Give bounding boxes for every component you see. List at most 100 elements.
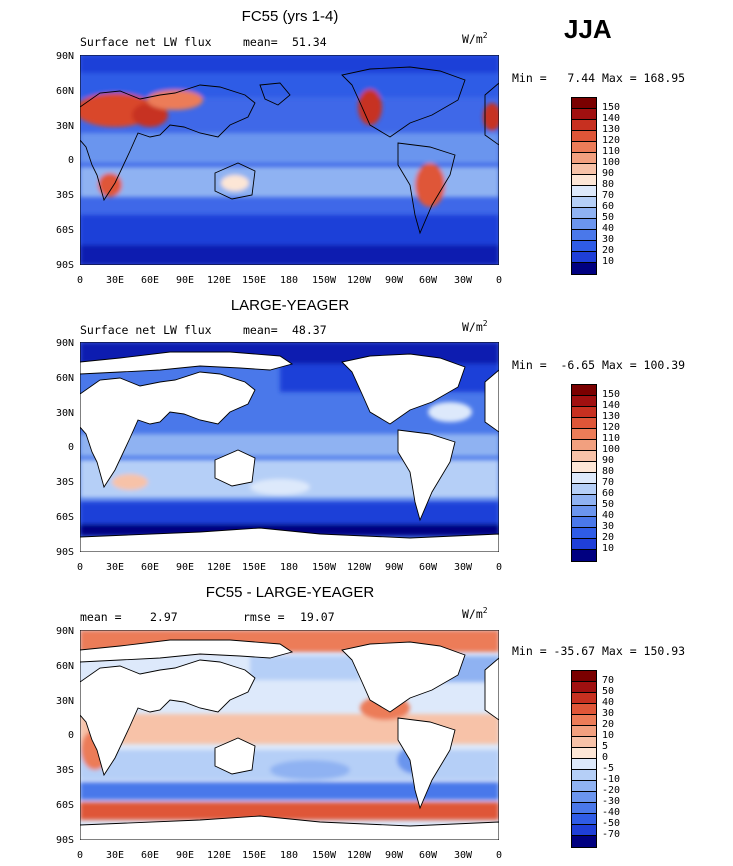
lat-tick: 90N [55, 626, 74, 637]
lat-tick: 30N [55, 121, 74, 132]
legend-label: 140 [602, 113, 621, 124]
mean-label: mean = [80, 610, 122, 624]
lon-tick: 60W [418, 562, 438, 573]
legend-label: 70 [602, 477, 615, 488]
legend-label: 10 [602, 730, 615, 741]
legend-label: 20 [602, 245, 615, 256]
lon-tick: 90W [384, 275, 404, 286]
lon-tick: 60E [140, 562, 160, 573]
legend-label: 120 [602, 135, 621, 146]
mean-label: mean= [243, 323, 278, 337]
legend-label: -10 [602, 774, 621, 785]
legend-label: 60 [602, 201, 615, 212]
west-us-hotspot [358, 89, 382, 125]
lon-tick: 0 [495, 562, 503, 573]
lon-tick: 90E [175, 275, 195, 286]
legend-label: 10 [602, 256, 615, 267]
coastlines [80, 66, 499, 235]
lon-tick: 90W [384, 850, 404, 861]
panel-left-label: Surface net LW flux [80, 35, 212, 49]
legend-label: 30 [602, 521, 615, 532]
southern-ocean-band [80, 802, 499, 820]
legend-label: 140 [602, 400, 621, 411]
panel-title: FC55 - LARGE-YEAGER [205, 584, 375, 601]
legend-label: 90 [602, 168, 615, 179]
land-masses [80, 351, 499, 552]
legend-label: 90 [602, 455, 615, 466]
rmse-label: rmse = [243, 610, 285, 624]
lat-tick: 90N [55, 51, 74, 62]
north-pacific-band [250, 656, 360, 680]
lon-tick: 30W [453, 562, 473, 573]
lat-tick: 60S [55, 512, 74, 523]
legend-label: 110 [602, 146, 621, 157]
lon-tick: 0 [495, 850, 503, 861]
lon-tick: 150E [241, 850, 267, 861]
map-difference [80, 630, 499, 840]
northern-band [80, 73, 499, 97]
atlantic-warm [428, 402, 472, 422]
southern-blue-band [80, 782, 499, 800]
legend-label: 20 [602, 532, 615, 543]
australia-hotspot [221, 175, 249, 191]
arabia-hotspot [132, 103, 168, 127]
min-max-label: Min = -6.65 Max = 100.39 [512, 358, 686, 372]
legend-label: 50 [602, 212, 615, 223]
mean-value: 51.34 [292, 35, 327, 49]
lon-tick: 30E [105, 275, 125, 286]
units-label: W/m2 [462, 31, 488, 46]
legend-label: 10 [602, 543, 615, 554]
lon-tick: 150W [311, 275, 337, 286]
legend-label: 5 [602, 741, 609, 752]
lat-tick: 60S [55, 800, 74, 811]
lat-tick: 60N [55, 661, 74, 672]
legend-label: 40 [602, 697, 615, 708]
legend-label: 0 [602, 752, 609, 763]
legend-swatch [571, 262, 597, 275]
southern-ocean-band [80, 215, 499, 245]
lon-tick: 30E [105, 562, 125, 573]
lon-tick: 60E [140, 275, 160, 286]
lon-tick: 120W [346, 275, 372, 286]
lon-tick: 120E [206, 275, 232, 286]
lat-tick: 0 [67, 155, 74, 166]
southern-africa-hotspot [98, 173, 122, 197]
lon-tick: 90E [175, 850, 195, 861]
lon-tick: 0 [495, 275, 503, 286]
legend-label: -50 [602, 818, 621, 829]
lon-tick: 180 [279, 850, 299, 861]
mean-value: 2.97 [150, 610, 178, 624]
antarctic-band [80, 245, 499, 265]
lat-tick: 30N [55, 696, 74, 707]
lon-tick: 0 [76, 850, 84, 861]
legend-label: 80 [602, 179, 615, 190]
map-fc55 [80, 55, 499, 265]
legend-label: 30 [602, 708, 615, 719]
lat-tick: 60N [55, 86, 74, 97]
min-max-label: Min = 7.44 Max = 168.95 [512, 71, 686, 85]
lat-tick: 0 [67, 730, 74, 741]
lon-tick: 60E [140, 850, 160, 861]
legend-label: -5 [602, 763, 615, 774]
lat-tick: 60S [55, 225, 74, 236]
legend-label: 40 [602, 223, 615, 234]
legend-label: 40 [602, 510, 615, 521]
lat-tick: 0 [67, 442, 74, 453]
lon-tick: 0 [76, 275, 84, 286]
panel-title: FC55 (yrs 1-4) [241, 8, 339, 25]
legend-label: 80 [602, 466, 615, 477]
lat-tick: 90S [55, 260, 74, 271]
legend-label: 20 [602, 719, 615, 730]
lon-tick: 120E [206, 850, 232, 861]
legend-label: 130 [602, 411, 621, 422]
pacific-cool [270, 760, 350, 780]
east-edge-hotspot [483, 103, 499, 131]
legend-label: -70 [602, 829, 621, 840]
lon-tick: 30W [453, 275, 473, 286]
south-america-hotspot [415, 163, 445, 207]
units-label: W/m2 [462, 319, 488, 334]
lon-tick: 120W [346, 562, 372, 573]
legend-label: 110 [602, 433, 621, 444]
lon-tick: 120W [346, 850, 372, 861]
legend-label: 70 [602, 190, 615, 201]
